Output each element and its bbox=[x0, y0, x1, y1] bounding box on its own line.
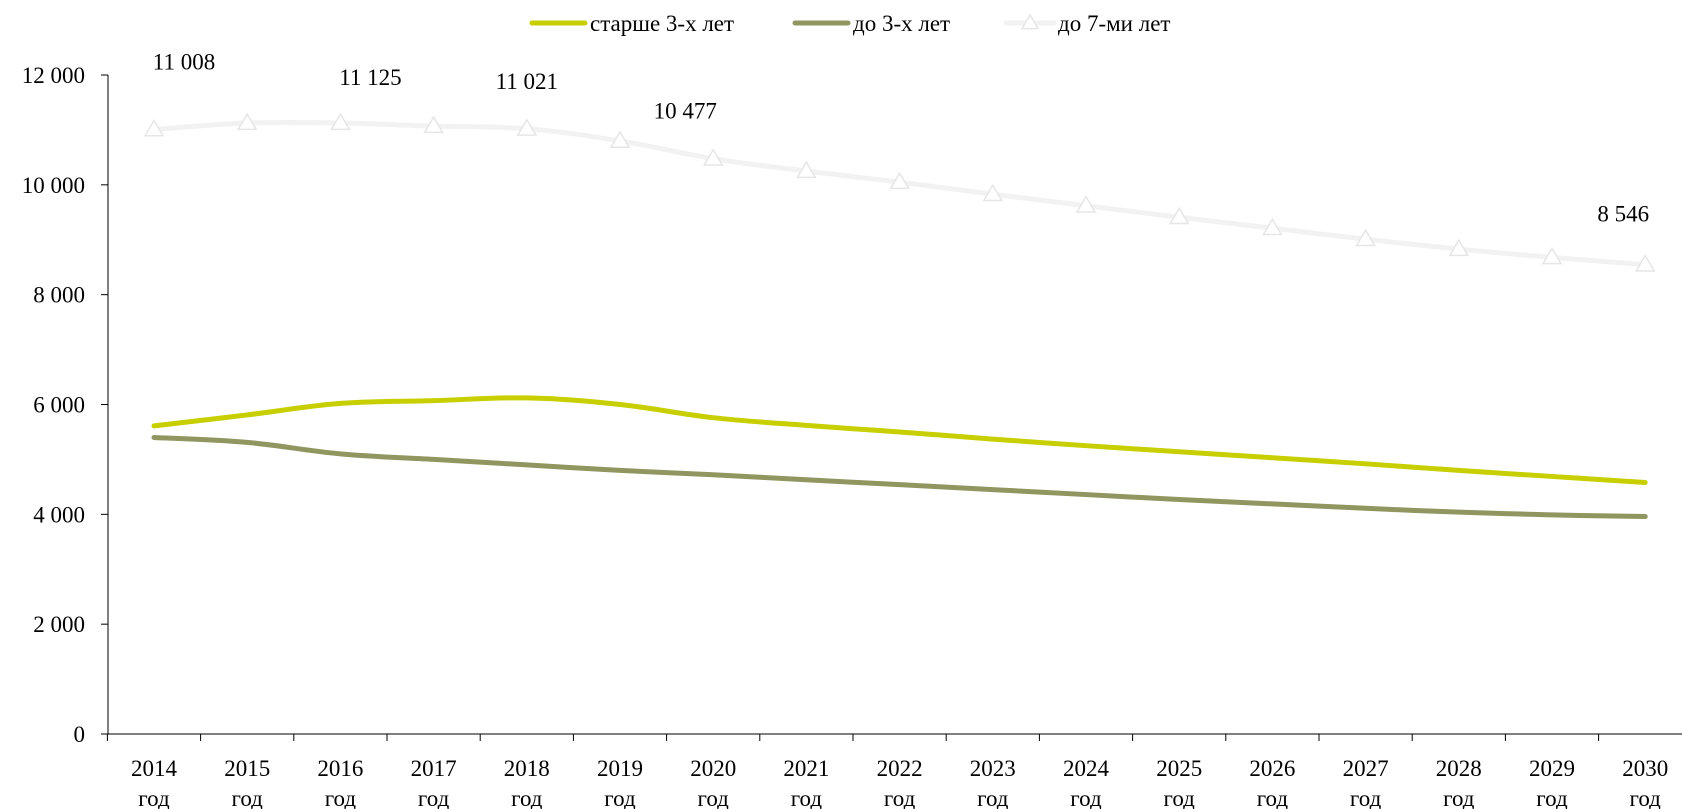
y-tick-label: 0 bbox=[74, 722, 86, 747]
x-tick-label-suffix: год bbox=[1163, 786, 1195, 809]
x-tick-label: 2028 bbox=[1436, 756, 1482, 781]
y-tick-label: 2 000 bbox=[33, 612, 85, 637]
data-point-marker bbox=[236, 112, 258, 131]
x-tick-label-suffix: год bbox=[1257, 786, 1289, 809]
legend-label: старше 3-х лет bbox=[590, 11, 734, 36]
data-label: 11 021 bbox=[496, 69, 558, 94]
y-tick-label: 12 000 bbox=[22, 63, 85, 88]
data-point-marker bbox=[1634, 254, 1656, 272]
x-tick-label-suffix: год bbox=[418, 786, 450, 809]
x-tick-label-suffix: год bbox=[325, 786, 357, 809]
data-point-marker bbox=[330, 112, 351, 131]
x-tick-label-suffix: год bbox=[604, 786, 636, 809]
data-point-marker bbox=[1355, 228, 1376, 247]
x-tick-label: 2030 bbox=[1622, 756, 1668, 781]
series-layer bbox=[143, 112, 1656, 520]
data-point-marker bbox=[143, 118, 165, 137]
x-tick-label: 2019 bbox=[597, 756, 643, 781]
legend-item-0: старше 3-х лет bbox=[529, 11, 734, 36]
legend-label: до 7-ми лет bbox=[1058, 11, 1170, 36]
x-tick-label-suffix: год bbox=[697, 786, 729, 809]
x-tick-label: 2017 bbox=[411, 756, 457, 781]
data-point-marker bbox=[796, 160, 817, 179]
data-point-marker bbox=[1262, 217, 1283, 236]
data-point-marker bbox=[1448, 238, 1470, 257]
legend-label: до 3-х лет bbox=[853, 11, 950, 36]
series-0 bbox=[151, 395, 1648, 485]
x-tick-label: 2014 bbox=[131, 756, 178, 781]
x-tick-label-suffix: год bbox=[1443, 786, 1475, 809]
data-labels: 11 008 11 125 11 021 10 477 8 546 bbox=[153, 49, 1649, 226]
x-tick-label-suffix: год bbox=[511, 786, 543, 809]
legend-marker bbox=[1020, 13, 1040, 30]
x-tick-label: 2018 bbox=[504, 756, 550, 781]
data-label: 11 125 bbox=[339, 65, 401, 90]
y-tick-label: 6 000 bbox=[33, 393, 85, 418]
x-tick-label-suffix: год bbox=[138, 786, 170, 809]
x-tick-label-suffix: год bbox=[1536, 786, 1568, 809]
x-tick-label-suffix: год bbox=[1070, 786, 1102, 809]
x-tick-label-suffix: год bbox=[231, 786, 263, 809]
series-line bbox=[151, 119, 1648, 268]
y-tick-label: 8 000 bbox=[33, 283, 85, 308]
x-tick-label: 2027 bbox=[1343, 756, 1389, 781]
x-tick-label: 2025 bbox=[1156, 756, 1202, 781]
data-point-marker bbox=[1541, 246, 1563, 265]
data-point-marker bbox=[1075, 195, 1097, 213]
x-tick-label: 2026 bbox=[1249, 756, 1295, 781]
x-tick-label-suffix: год bbox=[1629, 786, 1661, 809]
x-tick-label-suffix: год bbox=[1350, 786, 1382, 809]
x-tick-label: 2021 bbox=[783, 756, 829, 781]
y-tick-label: 10 000 bbox=[22, 173, 85, 198]
data-label: 8 546 bbox=[1597, 202, 1649, 227]
x-tick-label-suffix: год bbox=[977, 786, 1009, 809]
x-tick-label: 2022 bbox=[877, 756, 923, 781]
data-point-marker bbox=[889, 171, 910, 190]
legend-item-1: до 3-х лет bbox=[792, 11, 950, 36]
x-tick-label: 2016 bbox=[317, 756, 363, 781]
legend: старше 3-х лет до 3-х лет до 7-ми лет bbox=[529, 11, 1170, 36]
data-point-marker bbox=[982, 183, 1004, 202]
y-tick-label: 4 000 bbox=[33, 502, 85, 527]
x-tick-label-suffix: год bbox=[791, 786, 823, 809]
data-label: 10 477 bbox=[654, 99, 717, 124]
legend-item-2: до 7-ми лет bbox=[1003, 11, 1170, 36]
x-tick-label: 2023 bbox=[970, 756, 1016, 781]
series-line bbox=[151, 395, 1648, 485]
data-label: 11 008 bbox=[153, 49, 215, 74]
x-tick-label: 2024 bbox=[1063, 756, 1110, 781]
axes: 0 2 000 4 000 6 000 8 000 10 000 12 000 2014 год… bbox=[22, 63, 1682, 809]
series-1 bbox=[151, 434, 1648, 520]
data-point-marker bbox=[1168, 206, 1190, 225]
x-tick-label: 2020 bbox=[690, 756, 736, 781]
x-tick-label-suffix: год bbox=[884, 786, 916, 809]
x-tick-label: 2029 bbox=[1529, 756, 1575, 781]
data-point-marker bbox=[702, 148, 724, 166]
data-point-marker bbox=[423, 115, 444, 134]
data-point-marker bbox=[516, 118, 538, 136]
x-tick-label: 2015 bbox=[224, 756, 270, 781]
data-point-marker bbox=[609, 130, 631, 148]
series-2 bbox=[143, 112, 1656, 272]
series-line bbox=[151, 434, 1648, 520]
